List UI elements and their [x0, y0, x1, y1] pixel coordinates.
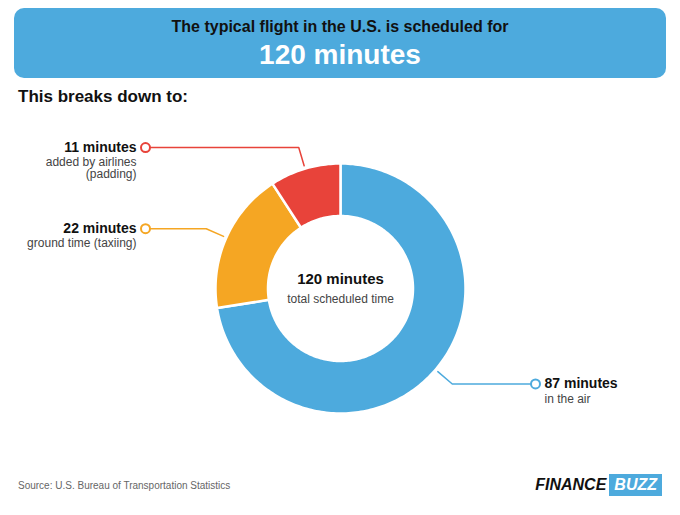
html-text:The typical flight in the U.S.: The typical flight in the U.S. is schedu…: [171, 18, 509, 35]
svg-text:11 minutes: 11 minutes: [64, 139, 137, 155]
svg-text:ground time (taxiing): ground time (taxiing): [27, 236, 136, 250]
html-text:BUZZ: BUZZ: [614, 476, 657, 493]
svg-text:87 minutes: 87 minutes: [545, 375, 618, 391]
svg-text:120 minutes: 120 minutes: [297, 270, 384, 287]
svg-text:added by airlines(padding): added by airlines(padding): [46, 155, 137, 181]
svg-text:in the air: in the air: [545, 391, 591, 405]
svg-text:total scheduled time: total scheduled time: [287, 292, 394, 306]
svg-text:22 minutes: 22 minutes: [63, 220, 136, 236]
html-text:Source: U.S. Bureau of Transpo: Source: U.S. Bureau of Transportation St…: [18, 479, 231, 491]
html-text:This breaks down to:: This breaks down to:: [18, 87, 188, 106]
html-text:120 minutes: 120 minutes: [259, 39, 421, 70]
html-text:FINANCE: FINANCE: [535, 476, 607, 493]
